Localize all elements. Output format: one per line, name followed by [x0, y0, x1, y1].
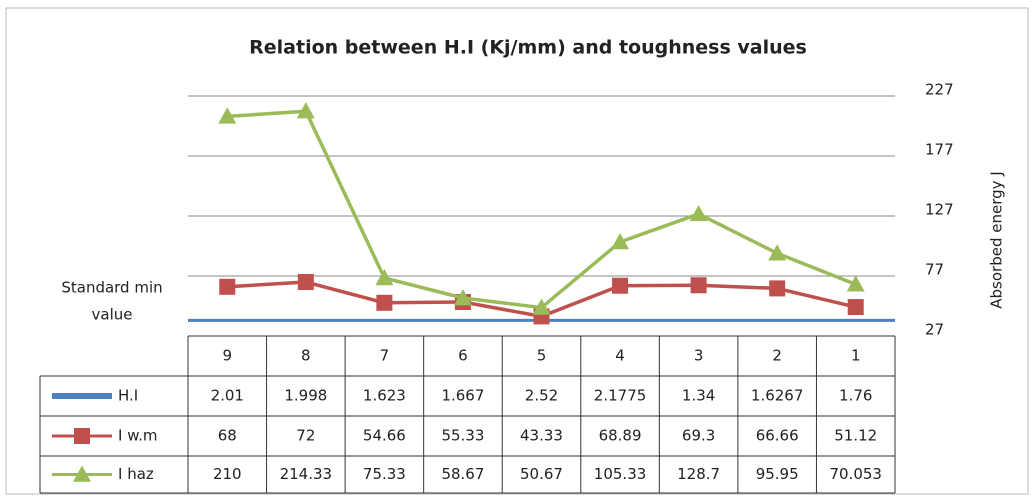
legend-marker	[73, 465, 91, 482]
x-tick-label: 6	[458, 347, 468, 365]
table-cell: 1.667	[441, 387, 484, 405]
table-cell: 95.95	[756, 465, 799, 483]
x-tick-label: 3	[694, 347, 704, 365]
y-tick-label: 127	[925, 201, 954, 219]
marker	[846, 275, 865, 292]
y-axis-label: Absorbed energy J	[988, 171, 1006, 308]
marker	[611, 233, 630, 250]
table-cell: 1.6267	[751, 387, 804, 405]
table-cell: 2.52	[525, 387, 558, 405]
x-tick-label: 7	[380, 347, 390, 365]
table-cell: 43.33	[520, 427, 563, 445]
annotation-label: Standard min	[61, 279, 162, 297]
table-cell: 68.89	[599, 427, 642, 445]
marker	[768, 244, 787, 261]
marker	[612, 277, 629, 294]
marker	[847, 299, 864, 316]
x-tick-label: 8	[301, 347, 311, 365]
table-cell: 214.33	[280, 465, 333, 483]
table-cell: 70.053	[829, 465, 882, 483]
y-tick-label: 227	[925, 81, 954, 99]
marker	[297, 274, 314, 290]
marker	[769, 280, 786, 297]
table-cell: 51.12	[834, 427, 877, 445]
table-cell: 1.998	[284, 387, 327, 405]
table-cell: 54.66	[363, 427, 406, 445]
table-cell: 50.67	[520, 465, 563, 483]
marker	[296, 102, 315, 119]
table-cell: 66.66	[756, 427, 799, 445]
legend-label: I w.m	[118, 427, 157, 445]
legend-label: H.I	[118, 387, 138, 405]
table-cell: 55.33	[441, 427, 484, 445]
table-cell: 68	[218, 427, 237, 445]
table-cell: 1.34	[682, 387, 715, 405]
table-cell: 2.1775	[594, 387, 647, 405]
y-tick-label: 77	[925, 261, 944, 279]
x-tick-label: 2	[772, 347, 782, 365]
table-cell: 210	[213, 465, 242, 483]
marker	[690, 277, 707, 294]
legend-label: I haz	[118, 465, 154, 483]
table-cell: 2.01	[211, 387, 244, 405]
x-tick-label: 9	[223, 347, 233, 365]
chart-frame	[5, 7, 1029, 495]
x-tick-label: 1	[851, 347, 861, 365]
marker	[689, 204, 708, 222]
table-cell: 1.623	[363, 387, 406, 405]
y-tick-label: 27	[925, 321, 944, 339]
x-tick-label: 5	[537, 347, 547, 365]
table-cell: 69.3	[682, 427, 715, 445]
x-tick-label: 4	[615, 347, 625, 365]
table-cell: 105.33	[594, 465, 647, 483]
marker	[532, 298, 551, 315]
marker	[376, 294, 393, 311]
annotation-label: value	[92, 306, 133, 324]
marker	[219, 278, 236, 295]
table-cell: 72	[296, 427, 315, 445]
y-tick-label: 177	[925, 141, 954, 159]
marker	[375, 269, 394, 286]
table-cell: 128.7	[677, 465, 720, 483]
table-cell: 75.33	[363, 465, 406, 483]
table-cell: 58.67	[441, 465, 484, 483]
marker	[218, 107, 237, 124]
table-cell: 1.76	[839, 387, 872, 405]
legend-marker	[74, 428, 90, 444]
marker	[453, 288, 472, 306]
chart-title: Relation between H.I (Kj/mm) and toughne…	[249, 37, 807, 59]
